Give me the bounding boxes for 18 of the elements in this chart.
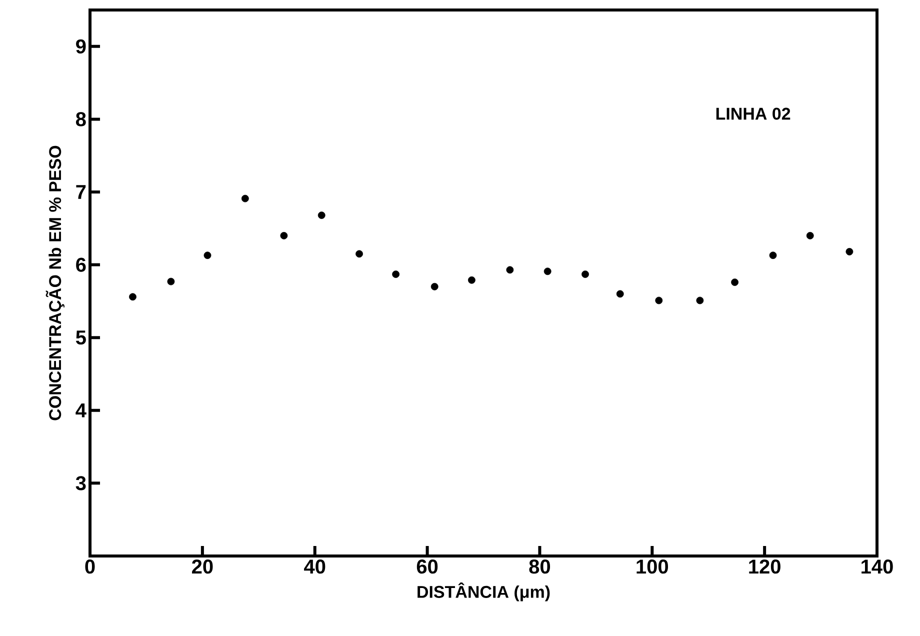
x-tick-label: 20 — [192, 560, 213, 574]
x-tick-label: 40 — [304, 560, 326, 574]
x-tick-label: 0 — [85, 560, 95, 574]
y-axis-title: CONCENTRAÇÃO Nb EM % PESO — [46, 146, 64, 420]
y-tick-label: 8 — [76, 112, 86, 126]
y-tick-label: 6 — [76, 258, 86, 272]
y-tick-label: 4 — [76, 404, 86, 418]
y-tick-label: 3 — [76, 476, 86, 490]
x-tick-label: 100 — [636, 560, 668, 574]
x-tick-label: 60 — [416, 560, 438, 574]
x-tick-label: 120 — [749, 560, 780, 574]
y-tick-label: 7 — [76, 185, 86, 199]
annotation: LINHA 02 — [716, 108, 790, 120]
x-tick-label: 80 — [529, 560, 550, 574]
y-tick-label: 5 — [76, 330, 86, 345]
x-axis-title: DISTÂNCIA (μm) — [418, 582, 550, 602]
x-tick-label: 140 — [862, 560, 893, 574]
y-tick-label: 9 — [76, 39, 86, 54]
